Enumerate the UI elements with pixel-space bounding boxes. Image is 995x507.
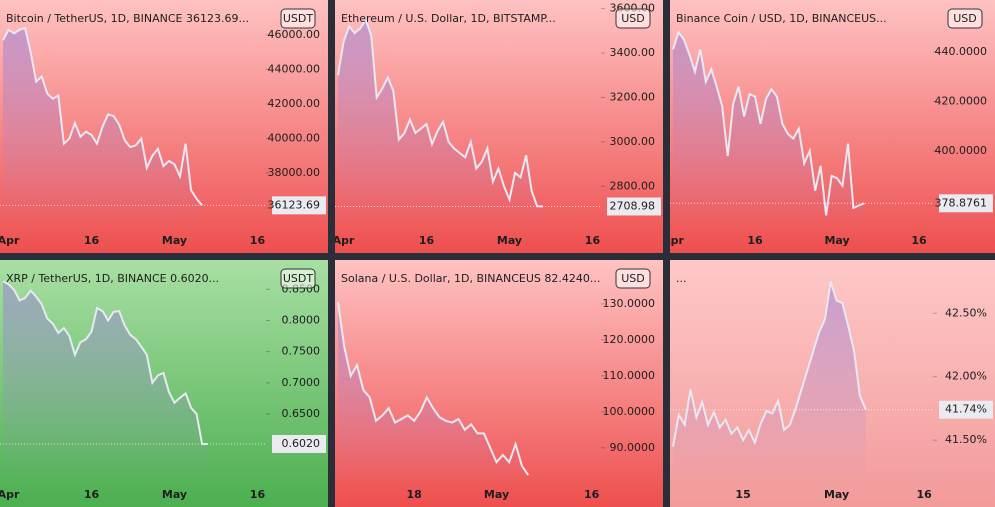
area-fill [673, 281, 866, 482]
chart-title: Solana / U.S. Dollar, 1D, BINANCEUS 82.4… [341, 272, 600, 285]
x-tick-label: 16 [84, 488, 100, 501]
x-tick-label: 18 [406, 488, 421, 501]
area-fill [3, 281, 208, 482]
y-tick-label: 2800.00 [610, 179, 656, 192]
y-tick-label: 42.50% [945, 306, 987, 319]
y-tick-label: 46000.00 [268, 28, 321, 41]
currency-box [947, 8, 983, 29]
y-tick-label: 3400.00 [610, 46, 656, 59]
x-tick-label: 16 [584, 488, 600, 501]
chart-title: ... [676, 272, 687, 285]
y-tick-label: 38000.00 [268, 166, 321, 179]
price-line [337, 17, 543, 208]
y-tick-label: 0.7000 [282, 376, 321, 389]
y-tick-label: 100.0000 [603, 405, 656, 418]
y-tick-label: 42000.00 [268, 97, 321, 110]
chart-title: Binance Coin / USD, 1D, BINANCEUS... [676, 12, 887, 25]
last-price-label: 36123.69 [268, 198, 321, 211]
chart-panel: 38000.00 40000.00 42000.00 44000.00 46000.00… [0, 0, 328, 253]
last-price-label: 41.74% [945, 403, 987, 416]
y-tick-label: 40000.00 [268, 131, 321, 144]
currency-label: USDT [283, 272, 314, 285]
last-price-label: 0.6020 [282, 437, 321, 450]
y-tick-label: 130.0000 [603, 297, 656, 310]
x-tick-label: 16 [585, 234, 601, 247]
currency-box [280, 268, 316, 289]
x-tick-label: Apr [0, 488, 20, 501]
x-tick-label: May [162, 234, 187, 247]
y-tick-label: 41.50% [945, 433, 987, 446]
chart-panel: 90.0000 100.0000 110.0000 120.0000 130.0000 1… [335, 260, 663, 507]
price-line [2, 280, 208, 445]
x-tick-label: 15 [735, 488, 750, 501]
x-tick-label: 16 [250, 488, 266, 501]
y-tick-label: 90.0000 [610, 441, 656, 454]
y-tick-label: 0.6500 [282, 407, 321, 420]
chart-panel: 41.50% 42.00% 42.50% 15 May 16 41.74%... [670, 260, 995, 507]
x-tick-label: May [824, 488, 849, 501]
area-fill [673, 32, 865, 229]
y-tick-label: 3200.00 [610, 90, 656, 103]
y-tick-label: 0.7500 [282, 345, 321, 358]
currency-label: USD [621, 12, 645, 25]
y-tick-label: 440.0000 [935, 45, 988, 58]
x-tick-label: May [484, 488, 509, 501]
x-tick-label: May [824, 234, 849, 247]
y-tick-label: 400.0000 [935, 144, 988, 157]
chart-title: Bitcoin / TetherUS, 1D, BINANCE 36123.69… [6, 12, 249, 25]
y-tick-label: 42.00% [945, 370, 987, 383]
x-tick-label: Apr [0, 234, 20, 247]
y-tick-label: 110.0000 [603, 369, 656, 382]
x-tick-label: 16 [84, 234, 100, 247]
y-tick-label: 44000.00 [268, 63, 321, 76]
price-line [2, 26, 203, 206]
currency-box [615, 8, 651, 29]
last-price-label: 378.8761 [935, 196, 988, 209]
x-tick-label: 16 [250, 234, 266, 247]
area-fill [338, 302, 529, 482]
y-tick-label: 3000.00 [610, 135, 656, 148]
x-tick-label: May [162, 488, 187, 501]
chart-title: XRP / TetherUS, 1D, BINANCE 0.6020... [6, 272, 219, 285]
currency-box [280, 8, 316, 29]
x-tick-label: Apr [333, 234, 355, 247]
last-price-box [939, 194, 993, 213]
last-price-label: 2708.98 [610, 199, 656, 212]
y-tick-label: 0.8000 [282, 313, 321, 326]
currency-label: USD [621, 272, 645, 285]
last-price-box [272, 196, 326, 215]
last-price-box [272, 434, 326, 453]
x-tick-label: Apr [662, 234, 684, 247]
chart-panel: 400.0000 420.0000 440.0000 Apr 16 May 16 378.87… [662, 0, 995, 253]
currency-label: USD [953, 12, 977, 25]
last-price-box [939, 400, 993, 419]
x-tick-label: 16 [911, 234, 927, 247]
x-tick-label: 16 [747, 234, 763, 247]
x-tick-label: May [497, 234, 522, 247]
last-price-box [607, 197, 661, 216]
currency-box [615, 268, 651, 289]
y-tick-label: 120.0000 [603, 333, 656, 346]
price-line [337, 301, 530, 476]
price-line [672, 281, 867, 447]
currency-label: USDT [283, 12, 314, 25]
price-line [672, 30, 865, 216]
x-tick-label: 16 [419, 234, 435, 247]
chart-title: Ethereum / U.S. Dollar, 1D, BITSTAMP... [341, 12, 556, 25]
x-tick-label: 16 [917, 488, 933, 501]
y-tick-label: 420.0000 [935, 94, 988, 107]
